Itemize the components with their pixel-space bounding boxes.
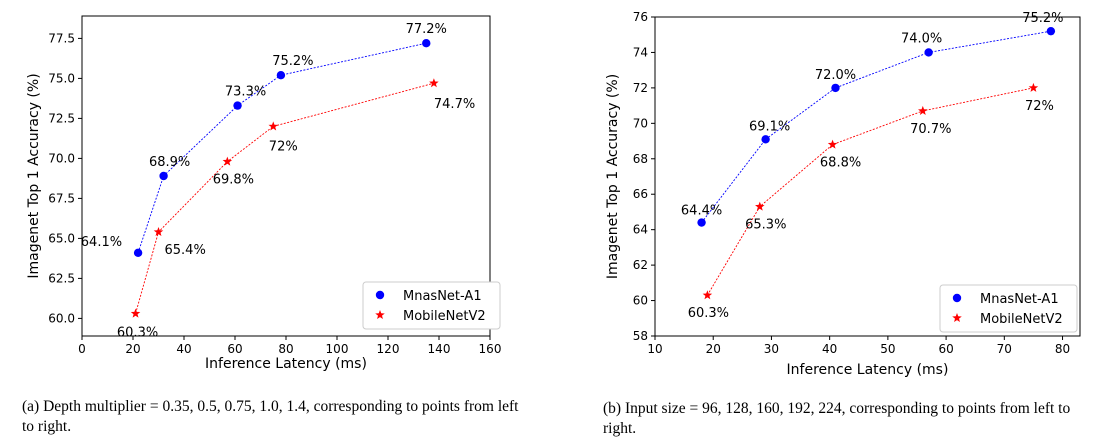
y-tick-label: 58 (633, 329, 648, 343)
y-tick-label: 64 (633, 223, 648, 237)
y-tick-label: 76 (633, 10, 648, 24)
data-label: 70.7% (910, 122, 951, 137)
data-label: 72% (269, 139, 298, 154)
data-label: 69.1% (749, 119, 790, 134)
data-point (761, 135, 770, 144)
y-tick-label: 60.0 (48, 311, 75, 325)
y-tick-label: 62 (633, 258, 648, 272)
data-point (422, 39, 431, 48)
data-label: 77.2% (406, 22, 447, 37)
y-tick-label: 68 (633, 152, 648, 166)
data-point (233, 101, 242, 110)
data-point (1046, 26, 1056, 36)
legend-marker (952, 313, 962, 323)
y-tick-label: 70 (633, 116, 648, 130)
data-label: 74.7% (434, 97, 475, 112)
x-tick-label: 160 (479, 342, 502, 356)
y-tick-label: 75.0 (48, 71, 75, 85)
data-label: 60.3% (688, 306, 729, 321)
y-axis-label: Imagenet Top 1 Accuracy (%) (26, 73, 42, 278)
y-tick-label: 60 (633, 294, 648, 308)
data-label: 72% (1025, 99, 1054, 114)
x-tick-label: 20 (706, 342, 721, 356)
data-point (697, 218, 706, 227)
data-label: 72.0% (815, 68, 856, 83)
series-line-mobilenetv2 (707, 87, 1034, 296)
data-point (702, 290, 713, 300)
x-tick-label: 40 (822, 342, 837, 356)
x-tick-label: 140 (428, 342, 451, 356)
data-point (429, 78, 439, 88)
data-label: 69.8% (213, 173, 254, 188)
data-point (159, 171, 168, 181)
legend-marker (375, 310, 385, 320)
y-tick-label: 62.5 (48, 271, 75, 285)
data-point (268, 121, 279, 131)
y-axis-label: Imagenet Top 1 Accuracy (%) (605, 74, 621, 279)
series-line-mnasnet-a1 (701, 30, 1051, 223)
y-tick-label: 72 (633, 81, 648, 95)
y-tick-label: 66 (633, 187, 648, 201)
legend-label: MnasNet-A1 (403, 289, 482, 304)
data-label: 65.3% (745, 218, 786, 233)
x-tick-label: 20 (125, 342, 140, 356)
data-point (918, 105, 928, 115)
legend-label: MobileNetV2 (403, 309, 486, 324)
y-tick-label: 72.5 (48, 111, 75, 125)
data-label: 64.1% (81, 235, 122, 250)
data-point (133, 248, 143, 257)
y-tick-label: 67.5 (48, 191, 75, 205)
legend-box (362, 281, 501, 330)
data-label: 73.3% (225, 85, 266, 100)
x-tick-label: 10 (647, 342, 662, 356)
x-tick-label: 50 (880, 342, 895, 356)
data-point (130, 308, 141, 318)
x-tick-label: 80 (1055, 342, 1070, 356)
data-point (153, 227, 164, 237)
data-label: 75.2% (1022, 11, 1063, 26)
chart-a: 0 20 40 60 80 100 120 140 160 60.0 62.5 65.0 67.5 70.… (26, 15, 502, 372)
data-label: 64.4% (681, 204, 722, 219)
x-axis-label: Inference Latency (ms) (205, 356, 367, 372)
y-tick-label: 65.0 (48, 231, 75, 245)
data-label: 74.0% (901, 31, 942, 46)
x-tick-label: 60 (227, 342, 242, 356)
x-tick-label: 70 (997, 342, 1012, 356)
caption-b: (b) Input size = 96, 128, 160, 192, 224,… (603, 400, 1071, 437)
data-label: 60.3% (117, 326, 158, 341)
x-tick-label: 80 (278, 342, 293, 356)
data-label: 68.8% (820, 156, 861, 171)
y-tick-label: 74 (633, 45, 648, 59)
data-label: 65.4% (165, 243, 206, 258)
data-label: 75.2% (272, 54, 313, 69)
legend-marker (375, 290, 385, 300)
x-tick-label: 120 (377, 342, 400, 356)
x-tick-label: 100 (326, 342, 349, 356)
data-point (276, 71, 286, 80)
legend-label: MobileNetV2 (980, 312, 1063, 327)
x-tick-label: 30 (764, 342, 779, 356)
legend-label: MnasNet-A1 (980, 292, 1059, 307)
x-tick-label: 60 (938, 342, 953, 356)
plot-frame (654, 16, 1081, 337)
y-tick-label: 77.5 (48, 31, 75, 45)
data-point (831, 83, 840, 93)
data-point (1028, 82, 1039, 92)
data-point (755, 201, 765, 211)
x-axis-label: Inference Latency (ms) (787, 362, 949, 378)
y-tick-label: 70.0 (48, 151, 75, 165)
series-line-mobilenetv2 (135, 82, 435, 314)
data-label: 68.9% (149, 155, 190, 170)
data-point (222, 156, 233, 166)
legend-marker (952, 293, 962, 303)
legend-box (939, 284, 1078, 333)
data-point (924, 48, 933, 57)
x-tick-label: 0 (78, 342, 86, 356)
x-tick-label: 40 (176, 342, 191, 356)
data-point (827, 139, 838, 149)
caption-a: (a) Depth multiplier = 0.35, 0.5, 0.75, … (22, 398, 519, 435)
chart-b: 10 20 30 40 50 60 70 80 58 60 62 64 66 68 70 72 74 76 Infe… (605, 10, 1081, 378)
